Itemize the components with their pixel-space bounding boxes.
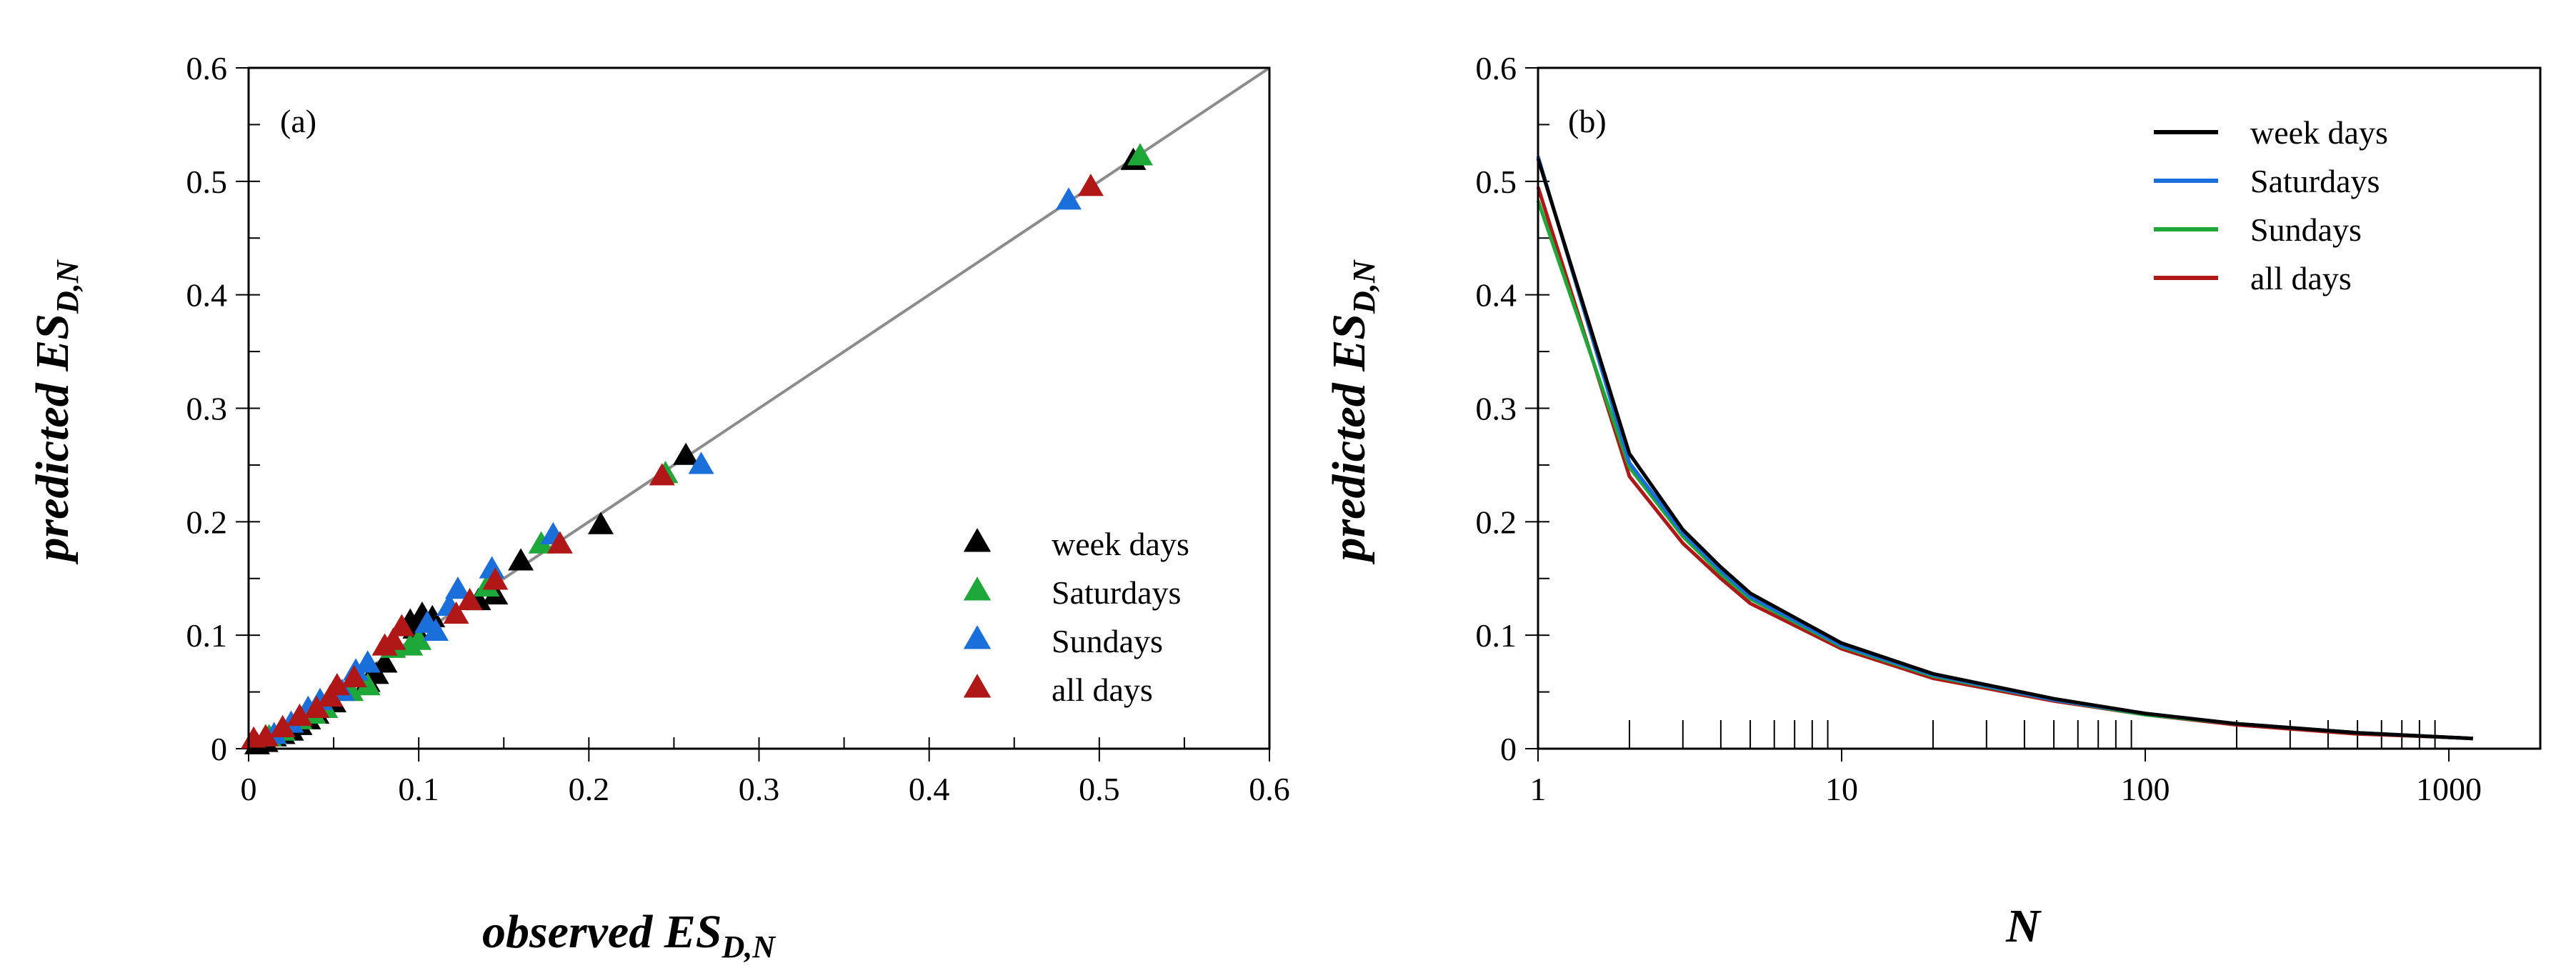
x-axis-title: N (2005, 900, 2042, 952)
x-tick-label: 0.3 (739, 771, 780, 807)
point-all-days (286, 703, 313, 727)
point-all-days (317, 684, 344, 707)
point-sundays (688, 451, 714, 474)
point-all-days (241, 726, 267, 749)
x-axis-title-main: observed ES (482, 906, 722, 958)
y-tick-label: 0.4 (186, 277, 228, 314)
point-week-days (588, 512, 614, 534)
panel-label: (a) (280, 103, 316, 139)
point-all-days (341, 664, 367, 688)
y-tick-label: 0.3 (1476, 391, 1517, 427)
panel-label: (b) (1568, 103, 1607, 139)
x-tick-label: 100 (2121, 771, 2170, 807)
y-tick-label: 0.3 (186, 391, 228, 427)
legend-label: all days (1052, 672, 1153, 708)
point-sundays (414, 610, 441, 633)
y-axis-title: predicted ESD,N (1323, 259, 1382, 564)
point-all-days (649, 463, 675, 486)
legend-label: week days (2250, 114, 2388, 151)
legend-label: all days (2250, 260, 2352, 296)
x-tick-label: 0.5 (1079, 771, 1120, 807)
point-all-days (269, 714, 296, 738)
point-all-days (456, 587, 483, 611)
y-tick-label: 0.2 (1476, 504, 1517, 540)
point-all-days (546, 531, 573, 554)
y-tick-label: 0.6 (186, 50, 228, 86)
point-all-days (443, 601, 469, 624)
point-saturdays (1127, 143, 1153, 166)
legend-marker (963, 625, 992, 649)
point-week-days (508, 548, 534, 571)
point-all-days (1077, 174, 1104, 196)
point-saturdays (397, 633, 424, 656)
y-axis-title-subscript: D,N (50, 259, 85, 314)
y-tick-label: 0.2 (186, 504, 228, 540)
x-axis-title-subscript: D,N (721, 929, 777, 964)
x-tick-label: 0.4 (909, 771, 950, 807)
point-week-days (673, 442, 699, 465)
y-tick-label: 0.5 (1476, 164, 1517, 200)
legend-marker (963, 528, 992, 552)
x-tick-label: 0 (241, 771, 257, 807)
y-tick-label: 0.5 (186, 164, 228, 200)
x-axis-title: observed ESD,N (482, 906, 777, 964)
point-sundays (1055, 187, 1082, 210)
point-sundays (354, 650, 381, 673)
y-tick-label: 0.1 (1476, 617, 1517, 654)
y-axis-title: predicted ESD,N (26, 259, 85, 564)
y-tick-label: 0.4 (1476, 277, 1517, 314)
y-tick-label: 0.6 (1476, 50, 1517, 86)
y-tick-label: 0 (211, 731, 227, 767)
legend-label: Sundays (1052, 623, 1163, 659)
series-line-week-days (1536, 158, 2473, 741)
x-tick-label: 0.6 (1249, 771, 1290, 807)
y-axis-title-main: predicted ES (1323, 314, 1375, 564)
y-tick-label: 0.1 (186, 617, 228, 654)
point-saturdays (528, 531, 554, 554)
point-saturdays (354, 673, 381, 696)
legend-marker (963, 674, 992, 698)
legend-marker (963, 577, 992, 601)
plot-frame (1537, 66, 2542, 750)
point-sundays (444, 577, 471, 599)
point-all-days (389, 614, 415, 637)
point-all-days (482, 567, 509, 590)
point-all-days (304, 695, 330, 719)
x-tick-label: 1 (1530, 771, 1547, 807)
y-tick-label: 0 (1500, 731, 1517, 767)
panel-a: 0 0.1 0.2 0.3 0.4 0.5 0.6 0 0.1 0.2 0.3 0.4 0.5 0.6 (a… (26, 50, 1290, 964)
x-tick-label: 1000 (2416, 771, 2482, 807)
x-axis-title-main: N (2005, 900, 2042, 952)
legend-label: Saturdays (2250, 163, 2380, 199)
x-tick-label: 10 (1825, 771, 1858, 807)
point-all-days (371, 633, 398, 656)
legend-label: Saturdays (1052, 574, 1181, 611)
legend-label: Sundays (2250, 211, 2362, 248)
panel-b: 1 10 100 1000 0 0.1 0.2 0.3 0.4 0.5 0.6 (b) week day… (1323, 50, 2542, 952)
x-tick-label: 0.1 (398, 771, 439, 807)
legend-label: week days (1052, 526, 1189, 562)
y-axis-title-subscript: D,N (1347, 259, 1382, 314)
x-tick-label: 0.2 (569, 771, 610, 807)
y-axis-title-main: predicted ES (26, 314, 79, 564)
plot-frame (247, 66, 1271, 750)
